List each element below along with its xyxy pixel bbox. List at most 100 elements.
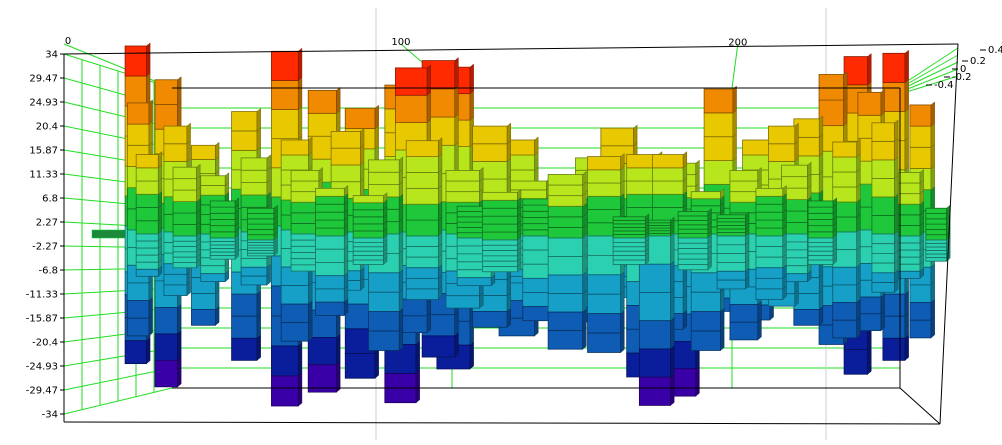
bar-upper [612, 223, 646, 228]
bar-upper [716, 221, 746, 226]
bar-lower-side [582, 234, 587, 258]
bar-lower [172, 240, 197, 247]
bar-upper-side [867, 53, 872, 86]
bar-lower [191, 293, 216, 310]
bar-upper [898, 182, 921, 195]
bar-upper [587, 169, 622, 184]
bar-upper [290, 180, 320, 193]
bar-lower [807, 246, 834, 252]
bar-upper-side [894, 193, 899, 217]
bar-upper-side [308, 136, 313, 156]
bar-lower-side [670, 345, 675, 378]
bar-upper [290, 212, 320, 224]
bar-lower [871, 282, 895, 293]
bar-lower-side [904, 334, 909, 361]
frame-layer [63, 43, 959, 425]
bar-lower [925, 246, 947, 251]
bar-upper [135, 154, 159, 169]
bar-lower [172, 256, 197, 263]
bar-lower-side [398, 288, 404, 313]
bar-upper [247, 223, 275, 230]
bar-lower [290, 258, 320, 266]
bar-upper [315, 187, 345, 197]
bar-upper-side [582, 170, 587, 186]
bar-lower-side [856, 246, 861, 268]
bar-upper-side [454, 85, 459, 118]
bar-upper [755, 219, 784, 229]
bar-lower-side [856, 299, 861, 321]
bar-upper [898, 203, 921, 216]
bar-upper-side [904, 137, 909, 171]
bar-lower-side [186, 281, 191, 297]
bar-lower-side [256, 312, 261, 339]
bar-lower-side [336, 361, 341, 393]
bar-lower [612, 237, 646, 243]
bar-lower [172, 235, 197, 242]
bar-lower [368, 272, 400, 293]
grid-line-top [731, 43, 739, 89]
bar-lower [677, 248, 709, 255]
bar-upper-side [479, 166, 484, 182]
bar-upper [405, 187, 439, 205]
bar-upper-side [506, 157, 512, 180]
bar-upper [652, 167, 684, 182]
bar-upper [898, 193, 921, 205]
bar-upper [368, 159, 400, 173]
bar-lower [925, 243, 947, 248]
y-tick-label: -29.47 [26, 386, 58, 397]
bar-lower [280, 285, 309, 305]
bar-upper [135, 193, 159, 208]
bar-upper-side [794, 122, 799, 145]
bar-upper [271, 50, 299, 81]
bar-lower-side [782, 285, 787, 301]
bar-upper [716, 217, 746, 223]
bar-upper-side [506, 140, 512, 162]
bar-lower [716, 235, 746, 246]
bar-upper [807, 200, 834, 208]
bar-lower-side [438, 285, 443, 301]
bar-upper-side [469, 63, 474, 95]
bar-upper [909, 104, 932, 127]
bar-upper [703, 160, 734, 185]
bar-upper-side [256, 127, 261, 151]
bar-upper [209, 231, 236, 239]
bar-upper-side [517, 188, 522, 201]
bar-lower [925, 239, 947, 244]
bar-lower [882, 315, 906, 339]
frame-bottom-right [899, 387, 941, 425]
bar-upper [271, 80, 299, 110]
bar-lower-side [582, 271, 587, 295]
bar-upper [742, 139, 771, 156]
bar-upper [209, 200, 236, 208]
bar-upper-side [336, 86, 341, 114]
bar-upper [871, 215, 895, 235]
bar-upper-side [843, 96, 848, 127]
bar-lower-side [620, 271, 625, 295]
bar-lower [126, 317, 150, 337]
bar-lower [472, 311, 508, 328]
bar-lower [290, 245, 320, 253]
bar-lower [271, 375, 299, 407]
bar-lower-side [383, 256, 388, 266]
bar-upper [677, 224, 709, 230]
bar-lower [456, 277, 492, 287]
bar-upper [652, 193, 684, 208]
bar-lower [925, 253, 947, 259]
bar-lower [445, 295, 480, 309]
bar-lower [163, 273, 188, 286]
bar-lower-side [336, 333, 341, 366]
bar-lower [154, 333, 178, 361]
bar-lower [231, 337, 258, 361]
bar-upper [209, 206, 236, 214]
bar-lower-side [670, 317, 675, 350]
bar-lower-side [177, 356, 182, 388]
bar-upper [135, 180, 159, 195]
bar-lower [755, 288, 784, 300]
bar-lower-side [308, 300, 313, 324]
bar-upper [857, 91, 882, 116]
bar-upper [445, 170, 480, 182]
bar-lower [368, 330, 400, 351]
bar-lower [547, 311, 584, 332]
bar-lower-side [234, 252, 239, 260]
bar-upper-side [782, 184, 787, 197]
